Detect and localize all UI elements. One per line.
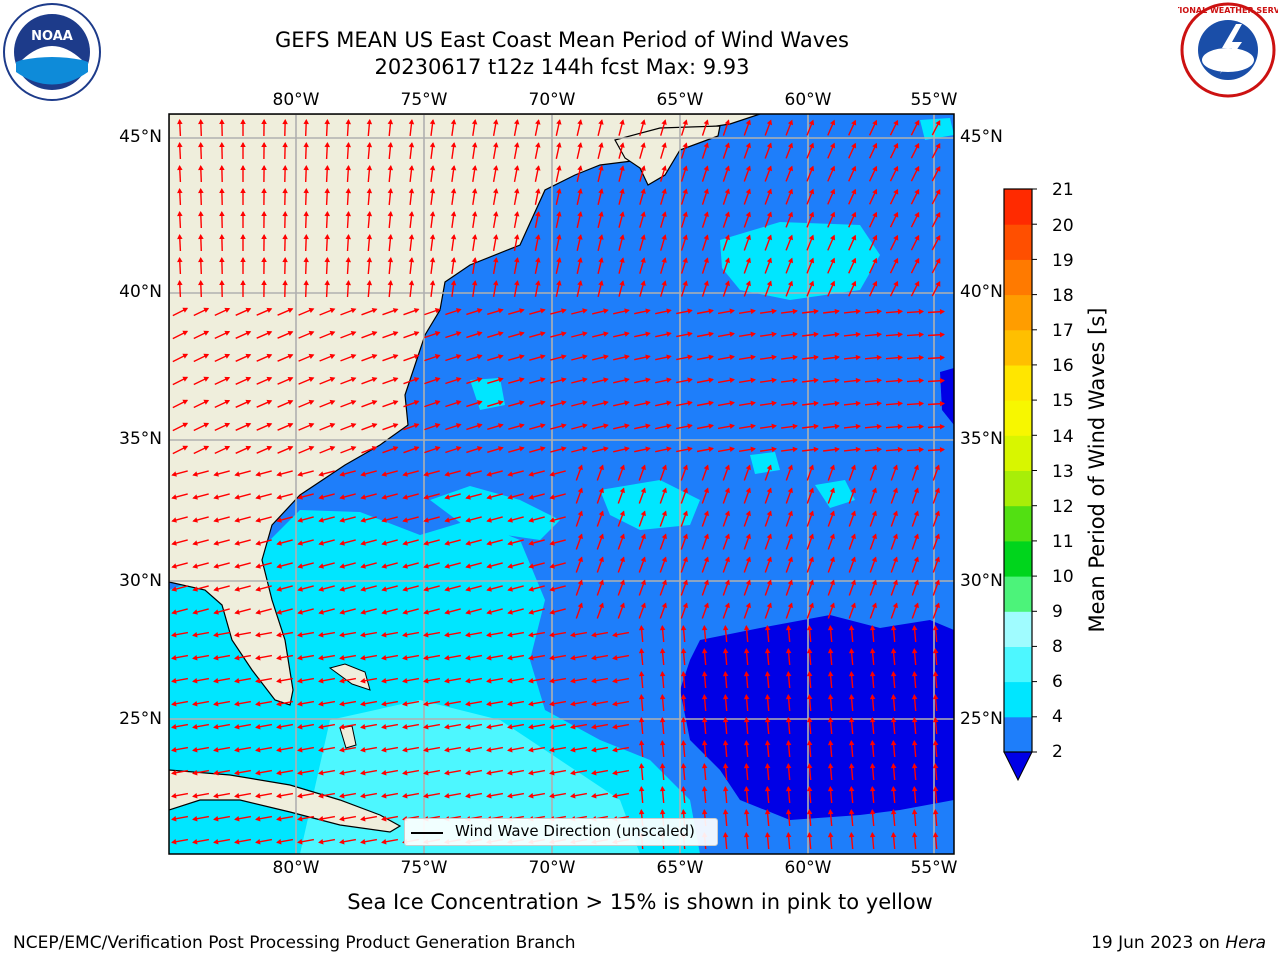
colorbar-segment <box>1004 365 1032 401</box>
credit-right: 19 Jun 2023 on Hera <box>1091 933 1266 953</box>
colorbar-segment <box>1004 224 1032 260</box>
credit-date: 19 Jun 2023 on <box>1091 933 1225 953</box>
colorbar-tick: 6 <box>1052 672 1063 692</box>
colorbar-segment <box>1004 259 1032 295</box>
colorbar-segment <box>1004 576 1032 612</box>
lon-label-top: 80°W <box>256 90 336 110</box>
colorbar-segment <box>1004 506 1032 542</box>
colorbar-tick: 11 <box>1052 532 1074 552</box>
lon-label-top: 55°W <box>894 90 974 110</box>
colorbar-tick: 9 <box>1052 602 1063 622</box>
colorbar-segment <box>1004 295 1032 331</box>
colorbar-tick: 8 <box>1052 637 1063 657</box>
colorbar-segment <box>1004 471 1032 507</box>
colorbar-under-extension <box>1004 752 1032 780</box>
colorbar-segment <box>1004 611 1032 647</box>
colorbar-tick: 10 <box>1052 567 1074 587</box>
colorbar-tick: 14 <box>1052 427 1074 447</box>
lon-label-top: 75°W <box>384 90 464 110</box>
colorbar-title: Mean Period of Wind Waves [s] <box>1085 308 1109 633</box>
lon-label-bottom: 55°W <box>894 858 974 878</box>
lon-label-top: 60°W <box>768 90 848 110</box>
lat-label-left: 45°N <box>119 127 162 147</box>
colorbar-tick: 13 <box>1052 462 1074 482</box>
lat-label-right: 30°N <box>960 571 1003 591</box>
lat-label-left: 40°N <box>119 282 162 302</box>
colorbar-segment <box>1004 435 1032 471</box>
lon-label-bottom: 60°W <box>768 858 848 878</box>
lat-label-left: 25°N <box>119 709 162 729</box>
colorbar-segment <box>1004 189 1032 225</box>
lat-label-left: 35°N <box>119 429 162 449</box>
legend-line-swatch <box>411 832 443 834</box>
colorbar-segment <box>1004 541 1032 577</box>
lat-label-right: 25°N <box>960 709 1003 729</box>
colorbar-tick: 19 <box>1052 251 1074 271</box>
colorbar-tick: 4 <box>1052 707 1063 727</box>
colorbar-tick: 21 <box>1052 180 1074 200</box>
credit-left: NCEP/EMC/Verification Post Processing Pr… <box>13 933 576 953</box>
colorbar-segment <box>1004 682 1032 718</box>
lon-label-top: 70°W <box>512 90 592 110</box>
lon-label-bottom: 70°W <box>512 858 592 878</box>
colorbar-segment <box>1004 646 1032 682</box>
lon-label-bottom: 65°W <box>640 858 720 878</box>
lon-label-bottom: 75°W <box>384 858 464 878</box>
sea-ice-note: Sea Ice Concentration > 15% is shown in … <box>0 890 1280 914</box>
lat-label-right: 40°N <box>960 282 1003 302</box>
legend-label: Wind Wave Direction (unscaled) <box>455 822 695 840</box>
colorbar-tick: 18 <box>1052 286 1074 306</box>
colorbar-segment <box>1004 717 1032 753</box>
colorbar-tick: 12 <box>1052 497 1074 517</box>
colorbar-tick: 15 <box>1052 391 1074 411</box>
lat-label-right: 35°N <box>960 429 1003 449</box>
lat-label-left: 30°N <box>119 571 162 591</box>
colorbar-segment <box>1004 400 1032 436</box>
colorbar-tick: 17 <box>1052 321 1074 341</box>
colorbar-tick: 20 <box>1052 216 1074 236</box>
map-legend: Wind Wave Direction (unscaled) <box>404 818 718 846</box>
colorbar-tick: 16 <box>1052 356 1074 376</box>
credit-machine: Hera <box>1225 933 1266 953</box>
lat-label-right: 45°N <box>960 127 1003 147</box>
colorbar-segment <box>1004 330 1032 366</box>
colorbar-tick: 2 <box>1052 742 1063 762</box>
lon-label-bottom: 80°W <box>256 858 336 878</box>
lon-label-top: 65°W <box>640 90 720 110</box>
